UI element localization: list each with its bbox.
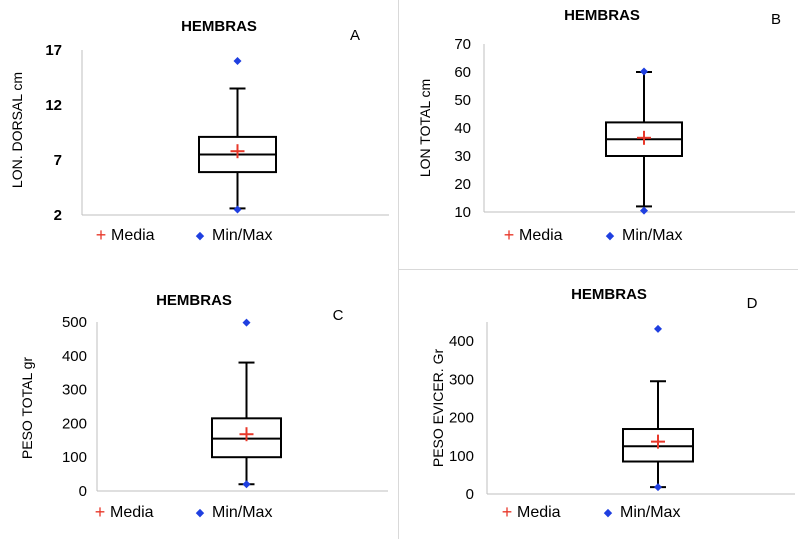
y-tick-label: 20 — [454, 176, 471, 193]
panel-c: HEMBRAS C 0 100 200 300 400 500 PESO TOTAL gr + Me… — [19, 292, 388, 522]
max-marker — [640, 67, 648, 76]
mean-marker — [239, 427, 254, 442]
min-marker — [242, 480, 251, 489]
mean-marker — [637, 130, 651, 145]
legend-minmax-symbol: ◆ — [196, 507, 205, 519]
y-tick-label: 300 — [449, 371, 474, 388]
legend: + Media ◆ Min/Max — [95, 502, 273, 522]
legend-mean-symbol: + — [95, 502, 106, 522]
legend-mean-label: Media — [110, 504, 154, 521]
legend-minmax-symbol: ◆ — [606, 230, 615, 242]
y-tick-label: 100 — [449, 448, 474, 465]
horizontal-divider-right — [399, 269, 798, 270]
legend: + Media ◆ Min/Max — [504, 225, 683, 245]
y-axis-label: LON. DORSAL cm — [9, 72, 25, 188]
y-tick-label: 200 — [449, 410, 474, 427]
max-marker — [233, 57, 242, 65]
y-tick-label: 70 — [454, 36, 471, 53]
chart-title: HEMBRAS — [564, 7, 640, 24]
y-tick-label: 40 — [454, 120, 471, 137]
y-tick-label: 400 — [62, 348, 87, 365]
y-tick-label: 17 — [45, 42, 62, 59]
legend-mean-symbol: + — [502, 502, 513, 522]
legend-mean-symbol: + — [504, 225, 515, 245]
y-tick-label: 400 — [449, 333, 474, 350]
chart-title: HEMBRAS — [181, 18, 257, 35]
y-tick-label: 12 — [45, 97, 62, 114]
legend-minmax-label: Min/Max — [620, 504, 680, 521]
legend-minmax-label: Min/Max — [212, 504, 272, 521]
panel-letter: A — [350, 27, 360, 44]
legend: + Media ◆ Min/Max — [502, 502, 681, 522]
y-axis-label: PESO EVICER. Gr — [430, 349, 446, 468]
legend-mean-label: Media — [517, 504, 561, 521]
mean-marker — [651, 434, 665, 449]
min-marker — [640, 206, 648, 215]
y-tick-label: 7 — [54, 152, 62, 169]
chart-title: HEMBRAS — [156, 292, 232, 309]
y-tick-label: 30 — [454, 148, 471, 165]
panel-letter: B — [771, 11, 781, 28]
legend-mean-label: Media — [519, 227, 563, 244]
vertical-divider — [398, 0, 399, 539]
y-tick-label: 200 — [62, 415, 87, 432]
max-marker — [242, 318, 251, 327]
y-tick-label: 0 — [79, 483, 87, 500]
y-tick-label: 0 — [466, 486, 474, 503]
panel-a: HEMBRAS A 2 7 12 17 LON. DORSAL cm + Media ◆ Min/M… — [9, 18, 389, 245]
y-tick-label: 2 — [54, 207, 62, 224]
y-axis-label: PESO TOTAL gr — [19, 357, 35, 460]
min-marker — [233, 205, 242, 214]
y-tick-label: 500 — [62, 314, 87, 331]
legend-minmax-symbol: ◆ — [196, 230, 205, 242]
legend: + Media ◆ Min/Max — [96, 225, 273, 245]
legend-minmax-label: Min/Max — [212, 227, 272, 244]
legend-minmax-label: Min/Max — [622, 227, 682, 244]
legend-mean-label: Media — [111, 227, 155, 244]
y-axis-label: LON TOTAL cm — [417, 79, 433, 177]
mean-marker — [230, 144, 245, 159]
panel-letter: D — [747, 295, 758, 312]
legend-minmax-symbol: ◆ — [604, 507, 613, 519]
y-tick-label: 60 — [454, 64, 471, 81]
chart-title: HEMBRAS — [571, 286, 647, 303]
panel-letter: C — [333, 307, 344, 324]
y-tick-label: 50 — [454, 92, 471, 109]
y-tick-label: 300 — [62, 382, 87, 399]
panel-b: HEMBRAS B 10 20 30 40 50 60 70 LON TOTAL cm + Media… — [417, 7, 795, 245]
max-marker — [654, 324, 662, 333]
min-marker — [654, 483, 662, 492]
legend-mean-symbol: + — [96, 225, 107, 245]
y-tick-label: 100 — [62, 449, 87, 466]
y-tick-label: 10 — [454, 204, 471, 221]
